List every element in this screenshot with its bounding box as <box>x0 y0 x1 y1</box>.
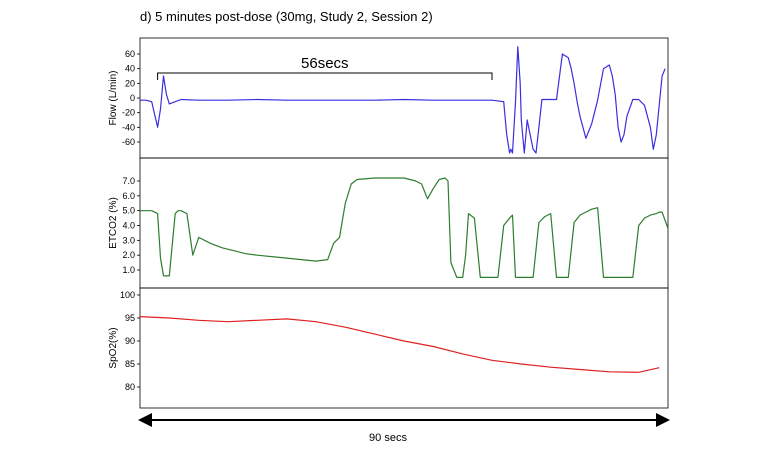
panel-frame <box>139 37 669 159</box>
y-tick-label: 85 <box>125 359 135 369</box>
y-tick-label: 2.0 <box>122 250 135 260</box>
y-tick-label: 95 <box>125 313 135 323</box>
panel-etco2: 7.0 6.0 5.0 4.0 3.0 2.0 1.0 ETCO2 (%) <box>108 157 669 289</box>
y-tick-label: 0 <box>130 93 135 103</box>
y-tick-label: 100 <box>120 290 135 300</box>
y-tick-label: -20 <box>122 108 135 118</box>
series-line-spo2 <box>139 316 660 373</box>
y-axis-label: ETCO2 (%) <box>108 197 119 249</box>
arrow-head-left <box>138 413 152 427</box>
y-tick-label: 5.0 <box>122 206 135 216</box>
bracket-label: 56secs <box>301 55 349 72</box>
bracket <box>157 72 493 80</box>
y-tick-label: 20 <box>125 78 135 88</box>
y-tick-label: -40 <box>122 122 135 132</box>
y-tick-label: 40 <box>125 64 135 74</box>
y-tick-label: 3.0 <box>122 235 135 245</box>
y-tick-label: 7.0 <box>122 176 135 186</box>
panel-flow: 60 40 20 0 -20 -40 -60 Flow (L/min) <box>108 37 669 159</box>
y-tick-label: -60 <box>122 137 135 147</box>
y-tick-label: 1.0 <box>122 265 135 275</box>
panel-frame <box>139 287 669 409</box>
time-span-arrow <box>138 413 670 427</box>
y-tick-label: 80 <box>125 382 135 392</box>
y-tick-label: 4.0 <box>122 221 135 231</box>
y-axis-label: SpO2(%) <box>108 327 119 368</box>
series-line-flow <box>140 46 666 154</box>
y-tick-label: 60 <box>125 49 135 59</box>
arrow-head-right <box>656 413 670 427</box>
panel-spo2: 100 95 90 85 80 SpO2(%) <box>108 287 669 409</box>
y-tick-label: 90 <box>125 336 135 346</box>
y-axis-label: Flow (L/min) <box>108 70 119 125</box>
panels: 60 40 20 0 -20 -40 -60 Flow (L/min) 7.0 6.0 5.0 4.0… <box>108 37 669 409</box>
series-line-etco2 <box>140 177 669 278</box>
chart-title: d) 5 minutes post-dose (30mg, Study 2, S… <box>140 9 433 24</box>
duration-label: 90 secs <box>369 432 407 444</box>
annotation-56secs: 56secs <box>157 55 493 80</box>
y-tick-label: 6.0 <box>122 191 135 201</box>
